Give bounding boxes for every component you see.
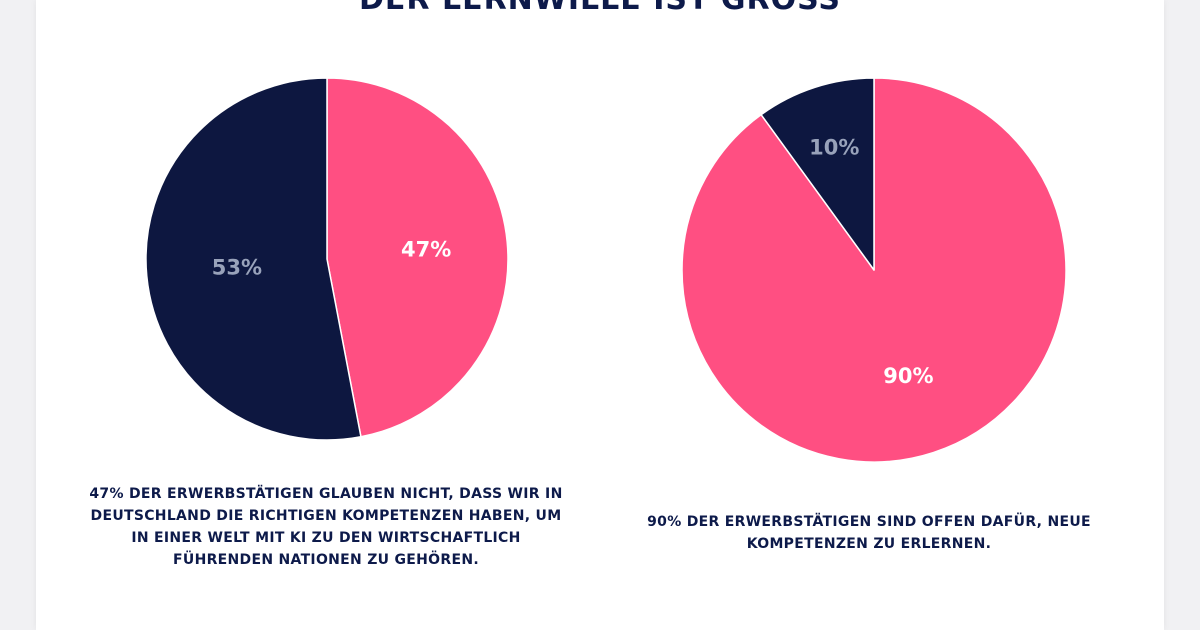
caption-line: DEUTSCHLAND DIE RICHTIGEN KOMPETENZEN HA…: [90, 508, 562, 524]
caption-line: 90% DER ERWERBSTÄTIGEN SIND OFFEN DAFÜR,…: [647, 514, 1091, 530]
pie-slice-label: 90%: [883, 364, 933, 388]
pie-slice-label: 10%: [809, 136, 859, 160]
pie-chart-left: 47% 53%: [145, 77, 509, 441]
caption-line: IN EINER WELT MIT KI ZU DEN WIRTSCHAFTLI…: [131, 530, 521, 546]
caption-line: FÜHRENDEN NATIONEN ZU GEHÖREN.: [173, 552, 479, 568]
caption-right: 90% DER ERWERBSTÄTIGEN SIND OFFEN DAFÜR,…: [590, 511, 1148, 555]
pie-slice: [760, 77, 875, 271]
page-title: DER LERNWILLE IST GROSS: [0, 0, 1200, 17]
pie-chart-right: 90% 10%: [681, 77, 1067, 463]
caption-left: 47% DER ERWERBSTÄTIGEN GLAUBEN NICHT, DA…: [40, 483, 612, 571]
pie-slice: [145, 77, 362, 441]
caption-line: KOMPETENZEN ZU ERLERNEN.: [746, 536, 992, 552]
pie-slice: [326, 77, 509, 438]
pie-slice-label: 47%: [401, 238, 451, 262]
pie-slice-label: 53%: [212, 256, 262, 280]
caption-line: 47% DER ERWERBSTÄTIGEN GLAUBEN NICHT, DA…: [89, 486, 563, 502]
